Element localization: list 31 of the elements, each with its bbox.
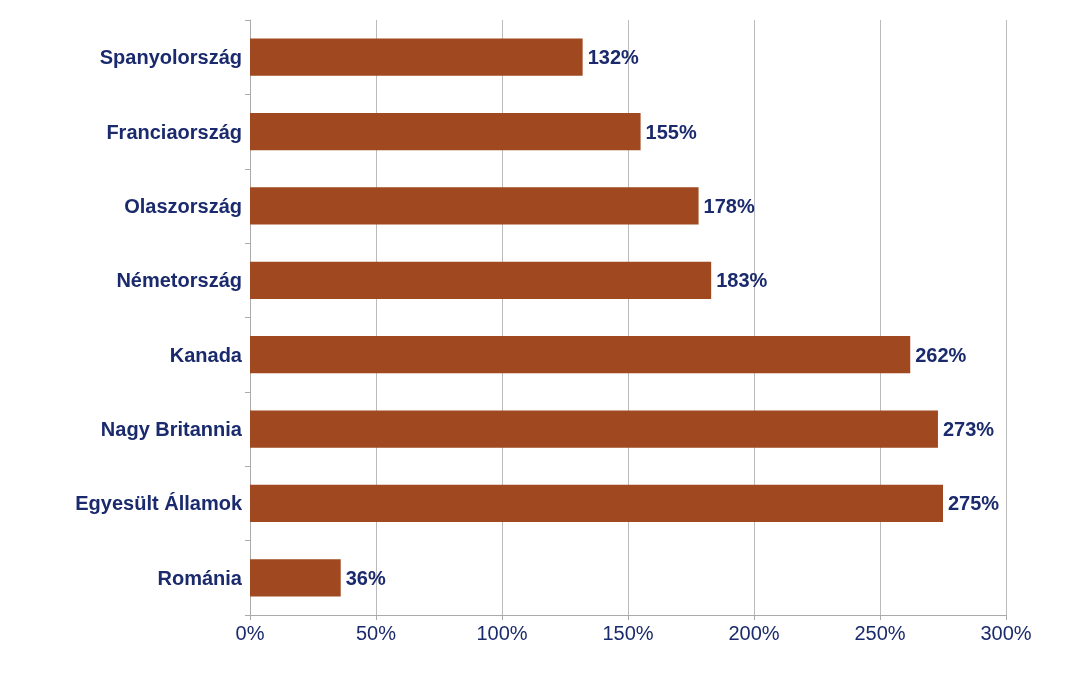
y-tick-label: Franciaország: [106, 120, 242, 143]
y-tick-label: Kanada: [169, 343, 243, 366]
bar: [250, 410, 938, 448]
data-label: 132%: [587, 46, 640, 69]
y-tick-label: Olaszország: [124, 194, 242, 217]
data-label: 275%: [948, 492, 1000, 515]
bar: [250, 559, 341, 597]
y-tick-label: Egyesült Államok: [75, 492, 243, 515]
data-label: 262%: [915, 343, 967, 366]
x-tick-label: 0%: [235, 622, 265, 644]
x-tick-label: 250%: [854, 622, 906, 644]
y-tick-label: Németország: [116, 269, 242, 292]
x-tick-label: 50%: [355, 622, 397, 644]
y-tick-label: Románia: [157, 566, 243, 589]
x-tick-label: 150%: [602, 622, 654, 644]
data-label: 178%: [703, 194, 755, 217]
data-label: 155%: [645, 120, 697, 143]
data-label: 36%: [345, 566, 386, 589]
y-tick-label: Nagy Britannia: [100, 418, 243, 441]
bar: [250, 336, 911, 374]
bar: [250, 38, 583, 76]
bar: [250, 261, 712, 299]
x-tick-label: 300%: [980, 622, 1032, 644]
x-tick-label: 100%: [476, 622, 528, 644]
data-label: 273%: [942, 418, 995, 441]
bar: [250, 484, 943, 523]
x-tick-label: 200%: [728, 622, 780, 644]
y-tick-label: Spanyolország: [99, 46, 242, 69]
bar: [250, 112, 641, 151]
bar: [250, 187, 699, 225]
data-label: 183%: [716, 269, 768, 292]
